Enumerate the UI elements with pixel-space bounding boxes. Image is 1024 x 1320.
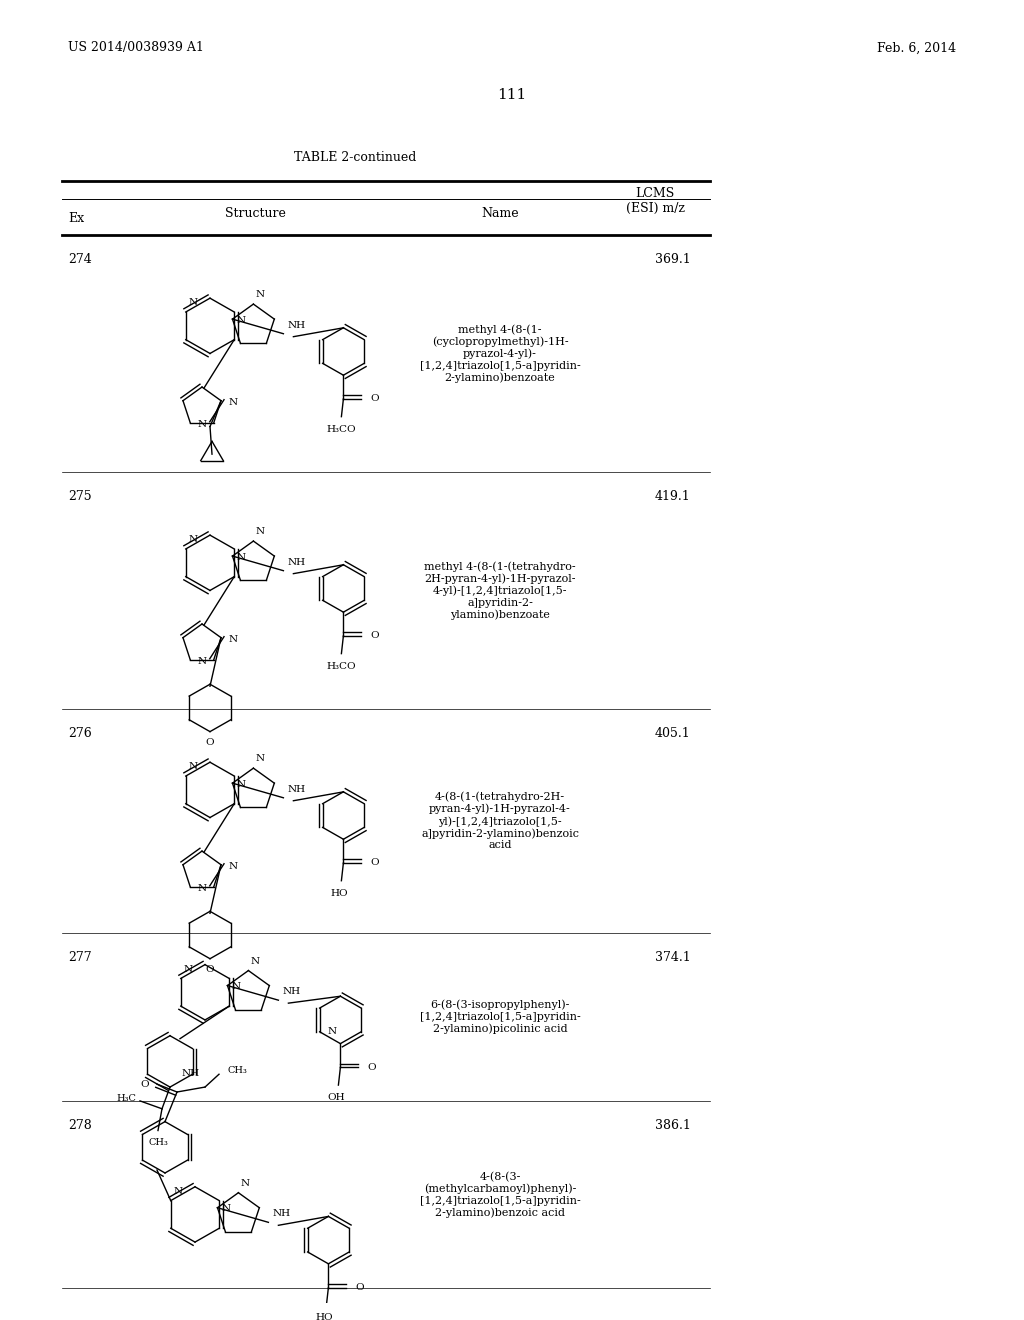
- Text: Name: Name: [481, 207, 519, 220]
- Text: 6-(8-(3-isopropylphenyl)-
[1,2,4]triazolo[1,5-a]pyridin-
2-ylamino)picolinic aci: 6-(8-(3-isopropylphenyl)- [1,2,4]triazol…: [420, 999, 581, 1034]
- Text: US 2014/0038939 A1: US 2014/0038939 A1: [68, 41, 204, 54]
- Text: O: O: [371, 858, 379, 867]
- Text: N: N: [188, 762, 198, 771]
- Text: 274: 274: [68, 252, 92, 265]
- Text: N: N: [198, 657, 207, 667]
- Text: N: N: [228, 399, 238, 407]
- Text: N: N: [188, 535, 198, 544]
- Text: O: O: [371, 395, 379, 404]
- Text: N: N: [237, 553, 246, 561]
- Text: 369.1: 369.1: [655, 252, 691, 265]
- Text: H₃CO: H₃CO: [327, 425, 356, 433]
- Text: NH: NH: [288, 785, 305, 793]
- Text: O: O: [368, 1063, 376, 1072]
- Text: Ex: Ex: [68, 213, 84, 226]
- Text: O: O: [140, 1080, 150, 1089]
- Text: Structure: Structure: [224, 207, 286, 220]
- Text: 405.1: 405.1: [655, 727, 691, 739]
- Text: HO: HO: [331, 888, 348, 898]
- Text: NH: NH: [182, 1069, 200, 1078]
- Text: H₃CO: H₃CO: [327, 661, 356, 671]
- Text: methyl 4-(8-(1-
(cyclopropylmethyl)-1H-
pyrazol-4-yl)-
[1,2,4]triazolo[1,5-a]pyr: methyl 4-(8-(1- (cyclopropylmethyl)-1H- …: [420, 323, 581, 383]
- Text: O: O: [371, 631, 379, 640]
- Text: 277: 277: [68, 950, 91, 964]
- Text: N: N: [198, 884, 207, 894]
- Text: NH: NH: [288, 321, 305, 330]
- Text: N: N: [237, 315, 246, 325]
- Text: N: N: [183, 965, 193, 974]
- Text: N: N: [231, 982, 241, 991]
- Text: N: N: [237, 780, 246, 788]
- Text: O: O: [355, 1283, 364, 1292]
- Text: NH: NH: [283, 987, 300, 997]
- Text: 278: 278: [68, 1118, 92, 1131]
- Text: 275: 275: [68, 490, 91, 503]
- Text: H₃C: H₃C: [116, 1094, 136, 1104]
- Text: CH₃: CH₃: [148, 1138, 168, 1147]
- Text: 4-(8-(1-(tetrahydro-2H-
pyran-4-yl)-1H-pyrazol-4-
yl)-[1,2,4]triazolo[1,5-
a]pyr: 4-(8-(1-(tetrahydro-2H- pyran-4-yl)-1H-p…: [421, 792, 579, 850]
- Text: TABLE 2-continued: TABLE 2-continued: [294, 150, 416, 164]
- Text: N: N: [174, 1187, 183, 1196]
- Text: O: O: [206, 738, 214, 747]
- Text: 4-(8-(3-
(methylcarbamoyl)phenyl)-
[1,2,4]triazolo[1,5-a]pyridin-
2-ylamino)benz: 4-(8-(3- (methylcarbamoyl)phenyl)- [1,2,…: [420, 1171, 581, 1218]
- Text: N: N: [255, 527, 264, 536]
- Text: CH₃: CH₃: [227, 1065, 247, 1074]
- Text: N: N: [221, 1204, 230, 1213]
- Text: 111: 111: [498, 87, 526, 102]
- Text: N: N: [228, 862, 238, 871]
- Text: N: N: [255, 754, 264, 763]
- Text: NH: NH: [272, 1209, 291, 1218]
- Text: LCMS
(ESI) m/z: LCMS (ESI) m/z: [626, 187, 684, 215]
- Text: 374.1: 374.1: [655, 950, 691, 964]
- Text: N: N: [251, 957, 259, 966]
- Text: N: N: [228, 635, 238, 644]
- Text: N: N: [328, 1027, 337, 1036]
- Text: N: N: [188, 298, 198, 308]
- Text: OH: OH: [328, 1093, 345, 1102]
- Text: 276: 276: [68, 727, 92, 739]
- Text: N: N: [198, 420, 207, 429]
- Text: N: N: [255, 290, 264, 300]
- Text: methyl 4-(8-(1-(tetrahydro-
2H-pyran-4-yl)-1H-pyrazol-
4-yl)-[1,2,4]triazolo[1,5: methyl 4-(8-(1-(tetrahydro- 2H-pyran-4-y…: [424, 561, 575, 620]
- Text: Feb. 6, 2014: Feb. 6, 2014: [877, 41, 956, 54]
- Text: 386.1: 386.1: [655, 1118, 691, 1131]
- Text: N: N: [241, 1179, 250, 1188]
- Text: HO: HO: [315, 1313, 333, 1320]
- Text: O: O: [206, 965, 214, 974]
- Text: NH: NH: [288, 558, 305, 566]
- Text: 419.1: 419.1: [655, 490, 691, 503]
